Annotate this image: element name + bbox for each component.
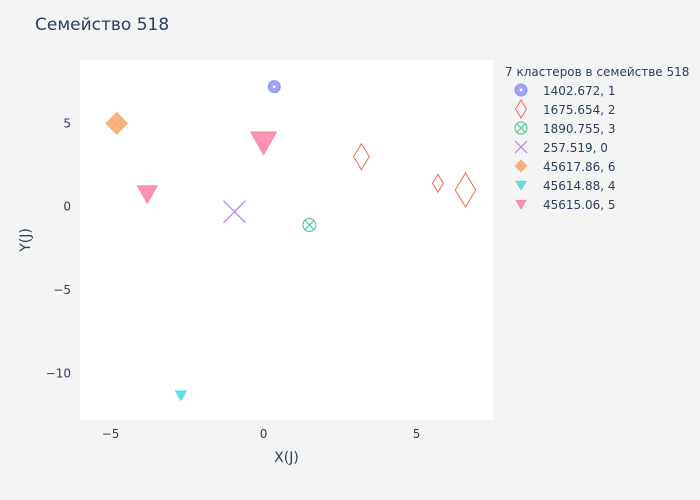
data-points[interactable] [105,80,477,402]
data-point-series-3-0[interactable] [223,200,246,224]
x-tick-label: −5 [102,427,120,441]
y-tick-label: −5 [53,283,71,297]
legend-marker[interactable] [514,83,528,97]
legend-label: 1675.654, 2 [543,103,616,117]
legend-marker[interactable] [514,140,528,154]
legend-item[interactable]: 45617.86, 6 [514,159,616,174]
data-point-series-1-0[interactable] [353,142,370,171]
legend-item[interactable]: 1890.755, 3 [514,121,616,136]
x-tick-label: 5 [413,427,421,441]
data-point-series-1-1[interactable] [431,173,444,194]
data-point-series-5-0[interactable] [174,390,188,402]
legend-marker[interactable] [514,121,528,135]
data-point-series-6-1[interactable] [249,131,278,156]
legend-item[interactable]: 1675.654, 2 [515,99,616,119]
legend-item[interactable]: 45615.06, 5 [515,198,616,212]
legend-label: 45615.06, 5 [543,198,616,212]
y-tick-label: −10 [46,366,71,380]
legend-label: 45617.86, 6 [543,160,616,174]
tick-labels: −5 0 5 5 0 −5 −10 [46,116,421,441]
legend-marker[interactable] [514,159,528,173]
legend-label: 257.519, 0 [543,141,608,155]
legend-item[interactable]: 257.519, 0 [514,140,608,155]
data-point-series-4-0[interactable] [105,111,129,135]
legend-marker[interactable] [515,180,527,191]
x-tick-label: 0 [260,427,268,441]
legend-label: 1402.672, 1 [543,84,616,98]
legend-item[interactable]: 45614.88, 4 [515,179,616,193]
plot-area [80,60,493,420]
data-point-series-6-0[interactable] [136,185,158,205]
legend-label: 45614.88, 4 [543,179,616,193]
y-tick-label: 5 [63,116,71,130]
x-axis-title: X(J) [274,450,299,466]
y-tick-label: 0 [63,200,71,214]
legend[interactable]: 7 кластеров в семействе 518 1402.672, 1 1… [505,65,689,212]
legend-marker[interactable] [515,99,527,119]
legend-marker[interactable] [515,199,527,210]
legend-title: 7 кластеров в семействе 518 [505,65,689,79]
legend-item[interactable]: 1402.672, 1 [514,83,616,98]
chart-title: Семейство 518 [35,15,169,35]
data-point-series-1-2[interactable] [454,172,477,208]
data-point-series-2-0[interactable] [302,218,317,232]
y-axis-title: Y(J) [18,228,34,253]
data-point-series-0-0[interactable] [267,80,281,94]
legend-label: 1890.755, 3 [543,122,616,136]
